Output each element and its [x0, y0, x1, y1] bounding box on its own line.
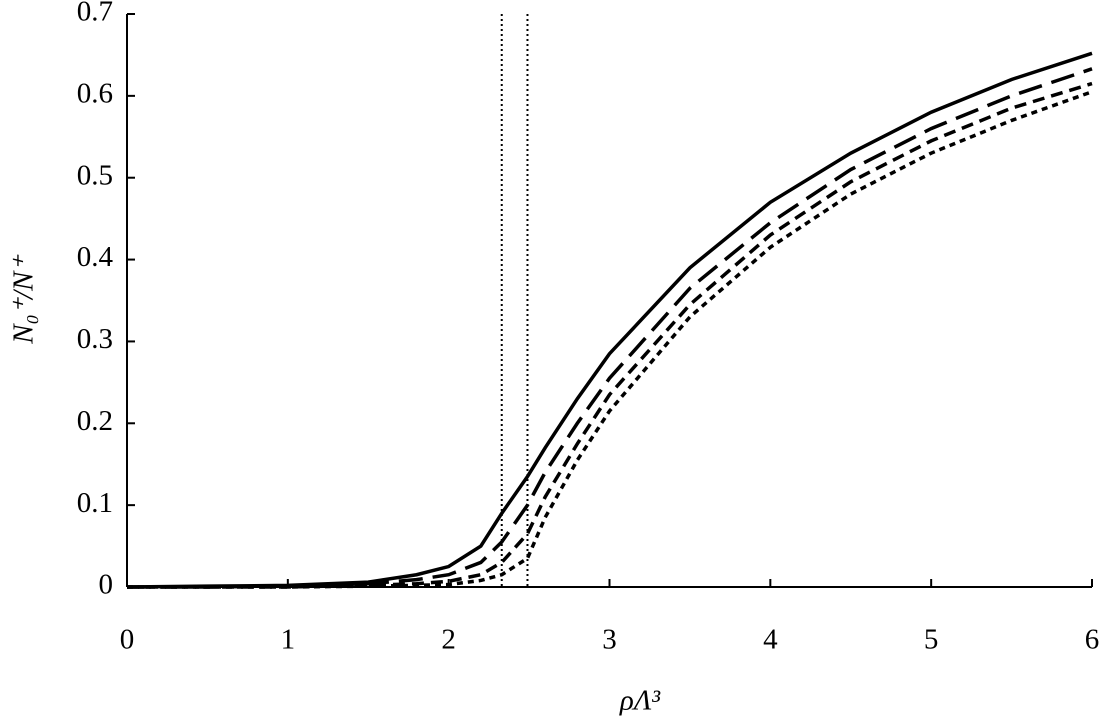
y-tick-label: 0.1 [77, 487, 113, 519]
x-axis-label: ρΛ³ [619, 685, 661, 717]
y-tick-label: 0.2 [77, 405, 113, 437]
x-tick-label: 1 [281, 624, 296, 656]
y-tick-label: 0.7 [77, 0, 113, 28]
x-tick-label: 2 [441, 624, 456, 656]
x-tick-label: 5 [924, 624, 939, 656]
y-tick-label: 0.5 [77, 159, 113, 191]
y-tick-label: 0 [99, 569, 114, 601]
x-tick-label: 4 [763, 624, 778, 656]
line-series [127, 90, 1093, 589]
x-tick-label: 3 [602, 624, 617, 656]
y-tick-label: 0.6 [77, 78, 113, 110]
y-tick-label: 0.3 [77, 323, 113, 355]
line-series [127, 67, 1093, 589]
y-axis-label: N₀⁺/N⁺ [8, 254, 40, 345]
line-series [127, 81, 1093, 589]
x-tick-label: 6 [1085, 624, 1100, 656]
x-tick-label: 0 [120, 624, 135, 656]
y-tick-label: 0.4 [77, 241, 114, 273]
